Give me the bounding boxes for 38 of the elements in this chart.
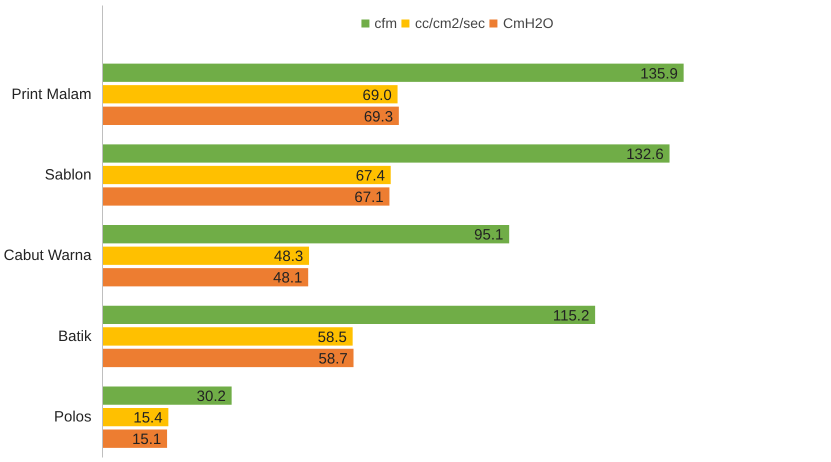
bar [102,106,399,125]
y-tick-label: Cabut Warna [4,247,92,264]
data-label: 67.1 [354,189,384,206]
data-label: 135.9 [640,65,678,82]
legend-label: cc/cm2/sec [414,15,486,31]
y-tick-label: Batik [58,328,92,345]
y-tick-label: Print Malam [11,86,92,103]
bar [102,430,168,448]
data-label: 30.2 [196,388,226,406]
bar [102,268,308,286]
bar [102,348,354,368]
bar [102,187,390,206]
bar [102,408,168,426]
bar [102,85,398,104]
legend-label: CmH2O [503,15,554,31]
data-label: 132.6 [626,146,664,163]
data-label: 48.1 [273,270,302,287]
bar [102,246,310,265]
bar [102,144,670,163]
bar [102,64,684,82]
legend-label: cfm [374,15,397,31]
y-tick-label: Polos [54,408,92,426]
data-label: 115.2 [552,307,590,324]
bar [102,327,353,346]
y-tick-label: Sablon [44,166,92,184]
data-label: 15.4 [133,410,163,427]
data-label: 15.1 [132,431,162,448]
data-label: 67.4 [356,168,385,184]
data-label: 58.7 [318,350,348,368]
bar [102,225,510,244]
data-label: 69.0 [362,86,392,104]
data-label: 69.3 [364,108,394,126]
data-label: 58.5 [318,328,347,346]
data-label: 48.3 [274,248,304,266]
bar [102,386,232,405]
data-label: 95.1 [474,226,504,244]
bar [102,306,596,324]
bar [102,166,391,184]
